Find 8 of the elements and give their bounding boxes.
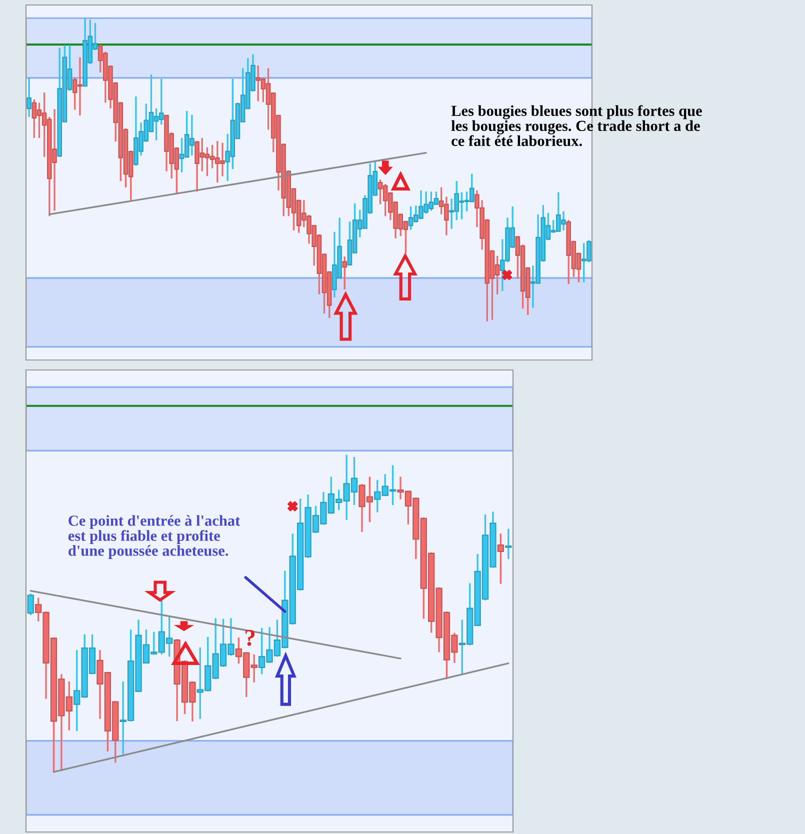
candlestick (27, 592, 34, 616)
candlestick (497, 532, 504, 585)
annotation: Les bougies bleues sont plus fortes que les bougies rouges. Ce trade short a de ce fait été laborieux. (451, 105, 702, 146)
candlestick (342, 256, 348, 290)
annotation: ? (246, 630, 255, 646)
candlestick (26, 77, 32, 118)
annotation: Ce point d'entrée à l'achat est plus fiable et profite d'une poussée acheteuse. (68, 515, 240, 559)
candlestick (505, 528, 512, 560)
